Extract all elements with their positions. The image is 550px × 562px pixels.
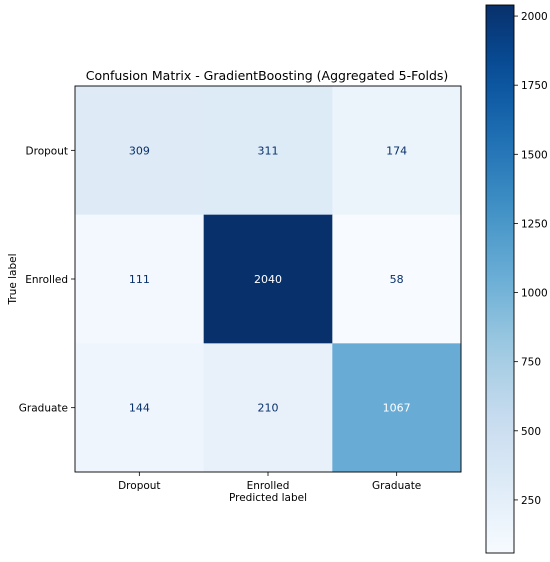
colorbar-tick-label: 1500: [521, 149, 548, 161]
heatmap-cell: [75, 214, 205, 344]
x-tick-label: Dropout: [118, 480, 160, 492]
heatmap-cell: [203, 343, 333, 473]
cell-value: 144: [129, 402, 150, 415]
cell-value: 210: [258, 402, 279, 415]
cell-annotations: 309 311 174 111 2040 58 144 210 1067: [129, 144, 411, 414]
colorbar: [485, 4, 515, 554]
colorbar-tick-label: 250: [521, 495, 541, 507]
cell-value: 111: [129, 273, 150, 286]
y-tick-label: Enrolled: [25, 274, 68, 286]
cell-value: 174: [386, 144, 407, 157]
y-tick-label: Graduate: [19, 403, 68, 415]
cell-value: 58: [390, 273, 404, 286]
heatmap-cell: [332, 86, 462, 216]
colorbar-ticks: 250 500 750 1000 1250 1500 1750 2000: [514, 11, 548, 507]
cell-value: 1067: [383, 402, 411, 415]
heatmap-cells: [75, 86, 462, 473]
colorbar-tick-label: 1000: [521, 288, 548, 300]
colorbar-tick-label: 1750: [521, 80, 548, 92]
heatmap-cell: [332, 214, 462, 344]
heatmap-cell: [203, 86, 333, 216]
x-axis-label: Predicted label: [229, 492, 307, 504]
y-axis-ticks: Dropout Enrolled Graduate: [19, 145, 75, 415]
x-tick-label: Enrolled: [247, 480, 290, 492]
cell-value: 309: [129, 144, 150, 157]
x-tick-label: Graduate: [372, 480, 421, 492]
heatmap-cell: [332, 343, 462, 473]
cell-value: 311: [258, 144, 279, 157]
cell-value: 2040: [254, 273, 282, 286]
y-axis-label: True label: [7, 253, 19, 305]
x-axis-ticks: Dropout Enrolled Graduate: [118, 472, 421, 492]
colorbar-tick-label: 1250: [521, 218, 548, 230]
heatmap-cell: [75, 343, 205, 473]
colorbar-tick-label: 500: [521, 426, 541, 438]
heatmap-cell: [75, 86, 205, 216]
chart-title: Confusion Matrix - GradientBoosting (Agg…: [86, 68, 449, 83]
colorbar-tick-label: 750: [521, 357, 541, 369]
colorbar-tick-label: 2000: [521, 11, 548, 23]
y-tick-label: Dropout: [26, 145, 68, 157]
heatmap-cell: [203, 214, 333, 344]
